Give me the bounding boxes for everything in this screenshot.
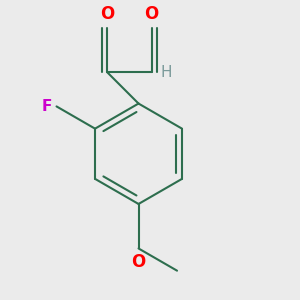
Text: F: F (42, 99, 52, 114)
Text: O: O (100, 5, 114, 23)
Text: O: O (131, 253, 146, 271)
Text: O: O (144, 5, 159, 23)
Text: H: H (160, 64, 172, 80)
